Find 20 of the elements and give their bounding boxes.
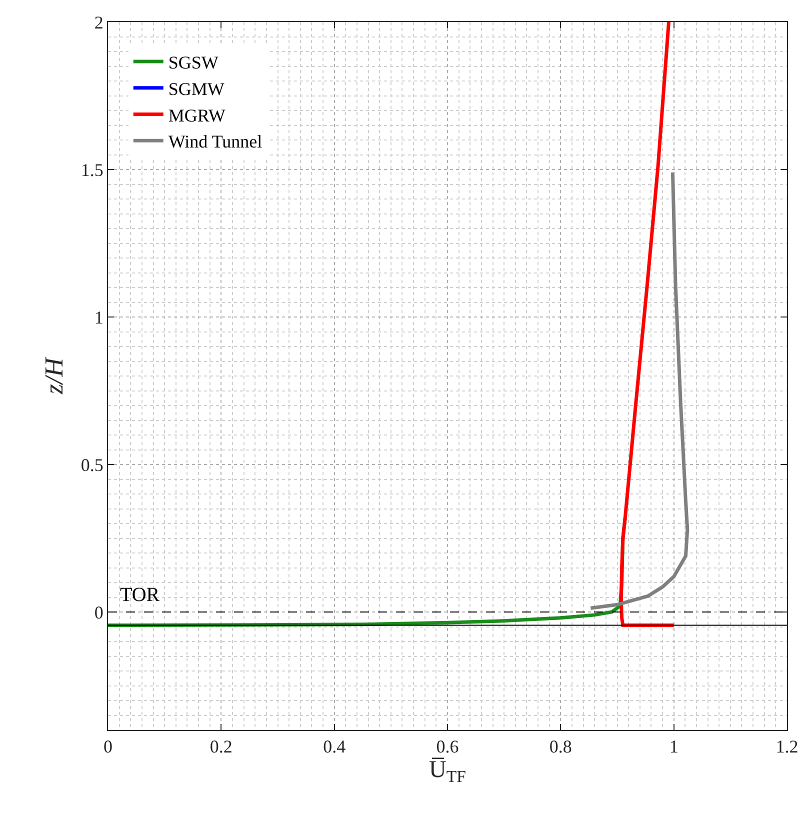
x-tick-label: 1 [669, 736, 678, 757]
ref-line-label: TOR [120, 584, 160, 606]
legend-label: SGMW [168, 78, 224, 99]
y-axis-title: z/H [39, 356, 68, 396]
x-tick-label: 0.8 [549, 736, 572, 757]
y-tick-label: 1 [94, 307, 104, 328]
legend-label: SGSW [168, 52, 218, 72]
x-tick-label: 1.2 [776, 736, 798, 757]
line-series [588, 170, 690, 610]
line-series [619, 22, 676, 628]
y-tick-label: 0 [94, 602, 104, 622]
y-tick-label: 0.5 [80, 454, 104, 475]
y-tick-label: 1.5 [80, 160, 104, 180]
x-tick-label: 0.4 [323, 736, 346, 757]
x-axis-title: U̅$_{TF}$ [429, 756, 466, 786]
legend-label: MGRW [168, 105, 226, 126]
x-tick-label: 0.6 [436, 736, 459, 757]
legend-label: Wind Tunnel [168, 132, 262, 152]
x-tick-label: 0.2 [210, 736, 232, 757]
y-tick-label: 2 [94, 12, 104, 32]
